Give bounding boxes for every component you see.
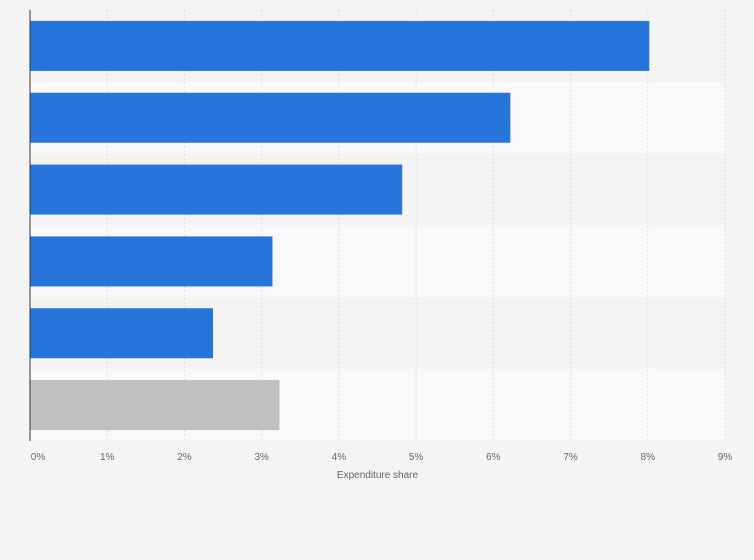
x-tick-label: 1% bbox=[100, 452, 115, 463]
bar[interactable] bbox=[30, 20, 650, 71]
x-tick-label: 9% bbox=[718, 452, 733, 463]
x-tick-label: 0% bbox=[31, 452, 46, 463]
bar[interactable] bbox=[30, 308, 214, 359]
bar[interactable] bbox=[30, 92, 511, 143]
x-tick-label: 8% bbox=[641, 452, 656, 463]
x-tick-label: 4% bbox=[332, 452, 347, 463]
x-axis-title: Expenditure share bbox=[337, 470, 419, 481]
bar[interactable] bbox=[30, 380, 280, 431]
x-axis-ticks: 0% 1% 2% 3% 4% 5% 6% 7% 8% 9% bbox=[31, 452, 733, 463]
x-tick-label: 2% bbox=[177, 452, 192, 463]
x-tick-label: 5% bbox=[409, 452, 424, 463]
x-tick-label: 3% bbox=[254, 452, 269, 463]
bar[interactable] bbox=[30, 236, 273, 287]
bars bbox=[30, 20, 650, 431]
x-tick-label: 6% bbox=[486, 452, 501, 463]
bar[interactable] bbox=[30, 164, 403, 215]
x-tick-label: 7% bbox=[563, 452, 578, 463]
row-bands bbox=[30, 10, 725, 441]
